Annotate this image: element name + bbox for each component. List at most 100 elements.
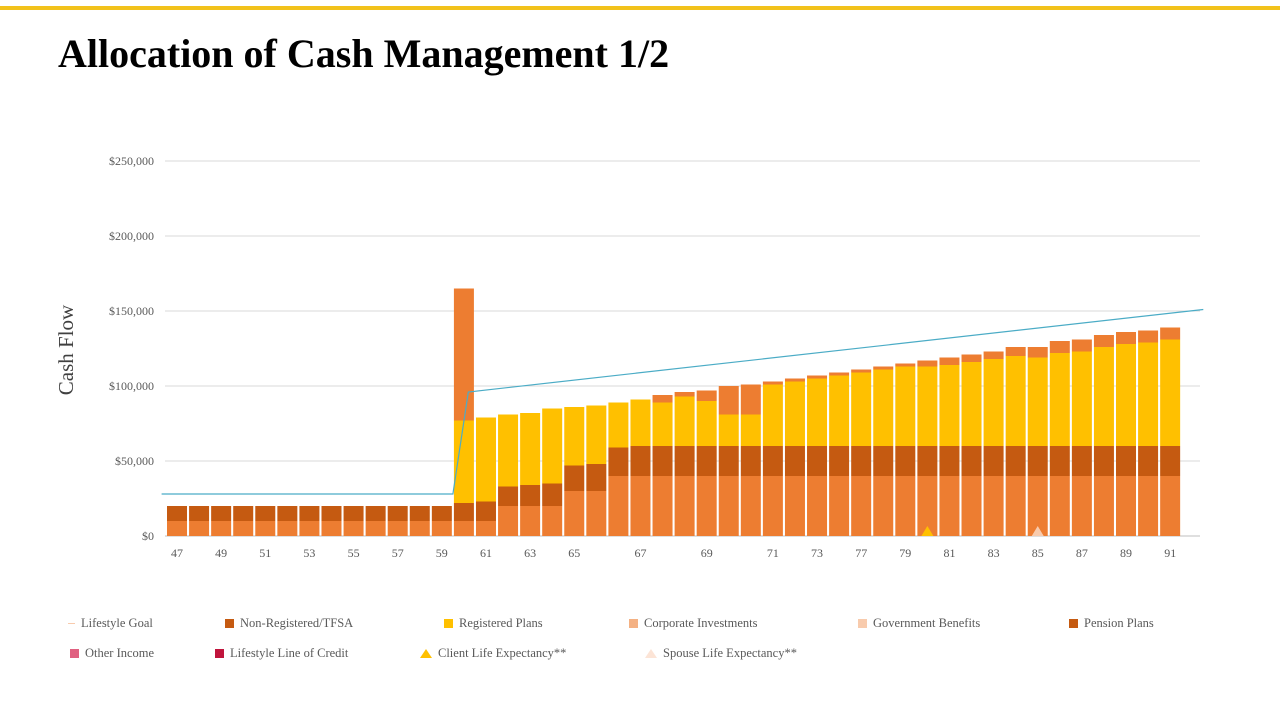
bar-segment-government-benefits [630,476,651,536]
y-tick-label: $250,000 [109,154,154,168]
bar-segment-pension-plans [387,506,408,521]
bar-segment-government-benefits [851,476,872,536]
bar-segment-pension-plans [829,446,850,476]
bar-segment-registered-plans [630,399,651,446]
bar-segment-other-income [762,381,783,385]
x-axis-ticks: 47 49 51 53 55 57 59 61 63 65 67 69 71 73 77 79 81 83 85 87… [171,546,1176,560]
bar-segment-government-benefits [807,476,828,536]
bar-segment-other-income [961,354,982,362]
bar-segment-other-income [784,378,805,382]
bar-segment-other-income [1049,341,1070,353]
bar-segment-pension-plans [1160,446,1181,476]
bar-segment-pension-plans [652,446,673,476]
bar-segment-pension-plans [1071,446,1092,476]
bar-segment-registered-plans [983,359,1004,446]
bar-segment-pension-plans [475,501,496,521]
bar-segment-pension-plans [630,446,651,476]
bar-segment-pension-plans [851,446,872,476]
x-tick-label: 83 [988,546,1000,560]
bar-segment-registered-plans [696,401,717,446]
bar-segment-government-benefits [409,521,430,536]
bar-segment-registered-plans [498,414,519,487]
bar-segment-government-benefits [674,476,695,536]
bar-segment-government-benefits [564,491,585,536]
bar-segment-government-benefits [498,506,519,536]
bar-segment-pension-plans [564,465,585,491]
bar-segment-other-income [674,392,695,397]
bar-segment-registered-plans [1049,353,1070,446]
bar-segment-other-income [917,360,938,367]
y-tick-label: $100,000 [109,379,154,393]
bar-segment-government-benefits [542,506,563,536]
bar-segment-registered-plans [873,369,894,446]
bar-segment-government-benefits [961,476,982,536]
bar-segment-government-benefits [652,476,673,536]
bar-segment-other-income [1005,347,1026,356]
bar-segment-pension-plans [1005,446,1026,476]
bar-segment-pension-plans [343,506,364,521]
bar-segment-pension-plans [1093,446,1114,476]
bar-segment-government-benefits [983,476,1004,536]
bar-segment-pension-plans [674,446,695,476]
y-tick-label: $200,000 [109,229,154,243]
bar-segment-other-income [453,288,474,421]
bar-segment-government-benefits [718,476,739,536]
bar-segment-registered-plans [762,384,783,446]
bar-segment-government-benefits [939,476,960,536]
x-tick-label: 81 [944,546,956,560]
x-tick-label: 53 [303,546,315,560]
bar-segment-government-benefits [1093,476,1114,536]
bar-segment-government-benefits [586,491,607,536]
x-tick-label: 55 [348,546,360,560]
client-life-expectancy-marker [921,526,934,536]
x-tick-label: 61 [480,546,492,560]
bar-segment-government-benefits [873,476,894,536]
bar-segment-registered-plans [718,414,739,446]
bar-segment-other-income [1027,347,1048,358]
bar-segment-other-income [983,351,1004,359]
bar-segment-other-income [807,375,828,379]
bar-segment-pension-plans [453,503,474,521]
bar-segment-pension-plans [409,506,430,521]
y-axis-label: Cash Flow [54,304,78,395]
bar-segment-other-income [1071,339,1092,352]
bar-segment-registered-plans [674,396,695,446]
bar-segment-government-benefits [277,521,298,536]
bar-segment-government-benefits [211,521,232,536]
bar-segment-registered-plans [829,375,850,446]
bars [167,288,1181,536]
x-tick-label: 67 [635,546,647,560]
x-tick-label: 59 [436,546,448,560]
bar-segment-other-income [1160,327,1181,340]
y-tick-label: $50,000 [115,454,154,468]
bar-segment-government-benefits [321,521,342,536]
x-tick-label: 51 [259,546,271,560]
bar-segment-government-benefits [475,521,496,536]
bar-segment-registered-plans [1160,339,1181,446]
spouse-life-expectancy-marker [1031,526,1044,536]
x-tick-label: 47 [171,546,183,560]
bar-segment-other-income [740,384,761,415]
slide-title: Allocation of Cash Management 1/2 [58,31,670,76]
bar-segment-pension-plans [1049,446,1070,476]
bar-segment-pension-plans [211,506,232,521]
bar-segment-registered-plans [564,407,585,466]
bar-segment-government-benefits [343,521,364,536]
bar-segment-registered-plans [807,378,828,446]
bar-segment-registered-plans [851,372,872,446]
x-tick-label: 63 [524,546,536,560]
x-tick-label: 71 [767,546,779,560]
bar-segment-registered-plans [784,381,805,446]
lifestyle-goal-line [161,308,1204,495]
bar-segment-other-income [829,372,850,376]
bar-segment-pension-plans [784,446,805,476]
bar-segment-pension-plans [586,464,607,491]
bar-segment-pension-plans [498,486,519,506]
lifestyle-goal-line-layer [161,308,1204,495]
bar-segment-government-benefits [233,521,254,536]
x-tick-label: 85 [1032,546,1044,560]
y-tick-label: $0 [142,529,154,543]
bar-segment-pension-plans [917,446,938,476]
bar-segment-pension-plans [807,446,828,476]
